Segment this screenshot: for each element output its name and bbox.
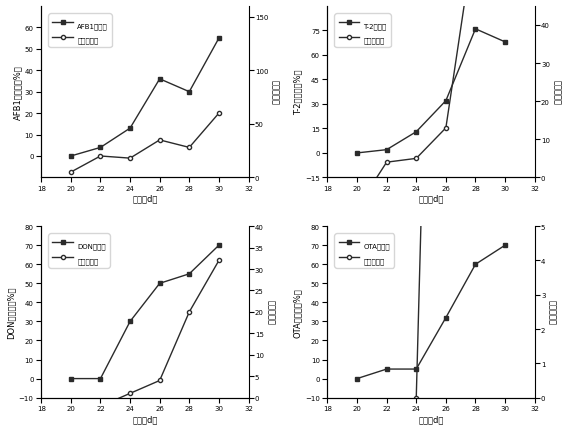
乳酸菌量比 (383, 160, 390, 166)
AFB1降解率 (215, 37, 222, 42)
AFB1降解率 (186, 90, 193, 95)
乳酸菌量比 (413, 157, 420, 162)
X-axis label: 时间（d）: 时间（d） (419, 194, 444, 203)
乳酸菌量比 (413, 395, 420, 400)
T-2降解率 (442, 99, 449, 104)
OTA降解率 (354, 376, 361, 381)
Y-axis label: T-2降解率（%）: T-2降解率（%） (293, 70, 302, 115)
乳酸菌量比 (186, 145, 193, 150)
乳酸菌量比 (156, 138, 163, 143)
Legend: AFB1降解率, 乳酸菌量比: AFB1降解率, 乳酸菌量比 (48, 14, 112, 49)
Y-axis label: 乳酸菌量比: 乳酸菌量比 (270, 80, 279, 105)
Line: T-2降解率: T-2降解率 (355, 28, 507, 156)
Line: AFB1降解率: AFB1降解率 (69, 37, 221, 159)
DON降解率 (97, 376, 104, 381)
T-2降解率 (354, 151, 361, 156)
乳酸菌量比 (186, 310, 193, 315)
Y-axis label: AFB1降解率（%）: AFB1降解率（%） (13, 65, 22, 120)
乳酸菌量比 (442, 126, 449, 131)
T-2降解率 (413, 130, 420, 135)
Y-axis label: DON降解率（%）: DON降解率（%） (7, 286, 16, 338)
Legend: OTA降解率, 乳酸菌量比: OTA降解率, 乳酸菌量比 (335, 233, 394, 268)
乳酸菌量比 (97, 404, 104, 409)
乳酸菌量比 (68, 170, 74, 175)
DON降解率 (156, 281, 163, 286)
Line: 乳酸菌量比: 乳酸菌量比 (355, 0, 507, 430)
DON降解率 (215, 243, 222, 248)
乳酸菌量比 (383, 429, 390, 430)
AFB1降解率 (68, 154, 74, 159)
T-2降解率 (383, 148, 390, 153)
乳酸菌量比 (354, 206, 361, 211)
Legend: T-2降解率, 乳酸菌量比: T-2降解率, 乳酸菌量比 (335, 14, 391, 49)
Y-axis label: 乳酸菌量比: 乳酸菌量比 (266, 300, 275, 325)
乳酸菌量比 (127, 156, 133, 161)
乳酸菌量比 (215, 258, 222, 264)
乳酸菌量比 (354, 429, 361, 430)
Line: DON降解率: DON降解率 (69, 243, 221, 381)
乳酸菌量比 (97, 154, 104, 159)
DON降解率 (68, 376, 74, 381)
AFB1降解率 (156, 77, 163, 82)
Line: 乳酸菌量比: 乳酸菌量比 (69, 112, 221, 175)
OTA降解率 (472, 262, 479, 267)
OTA降解率 (413, 367, 420, 372)
Line: OTA降解率: OTA降解率 (355, 243, 507, 381)
Line: 乳酸菌量比: 乳酸菌量比 (69, 259, 221, 421)
DON降解率 (127, 319, 133, 324)
乳酸菌量比 (127, 391, 133, 396)
OTA降解率 (502, 243, 508, 248)
X-axis label: 时间（d）: 时间（d） (132, 414, 157, 423)
Legend: DON降解率, 乳酸菌量比: DON降解率, 乳酸菌量比 (48, 233, 110, 268)
Line: 乳酸菌量比: 乳酸菌量比 (355, 0, 507, 211)
Y-axis label: 乳酸菌量比: 乳酸菌量比 (552, 80, 561, 105)
Y-axis label: OTA降解率（%）: OTA降解率（%） (293, 287, 302, 337)
X-axis label: 时间（d）: 时间（d） (132, 194, 157, 203)
乳酸菌量比 (215, 111, 222, 117)
Y-axis label: 乳酸菌量比: 乳酸菌量比 (548, 300, 557, 325)
X-axis label: 时间（d）: 时间（d） (419, 414, 444, 423)
DON降解率 (186, 272, 193, 277)
AFB1降解率 (97, 145, 104, 150)
乳酸菌量比 (156, 378, 163, 383)
OTA降解率 (383, 367, 390, 372)
T-2降解率 (472, 27, 479, 32)
T-2降解率 (502, 40, 508, 45)
AFB1降解率 (127, 126, 133, 132)
OTA降解率 (442, 315, 449, 320)
乳酸菌量比 (68, 417, 74, 422)
